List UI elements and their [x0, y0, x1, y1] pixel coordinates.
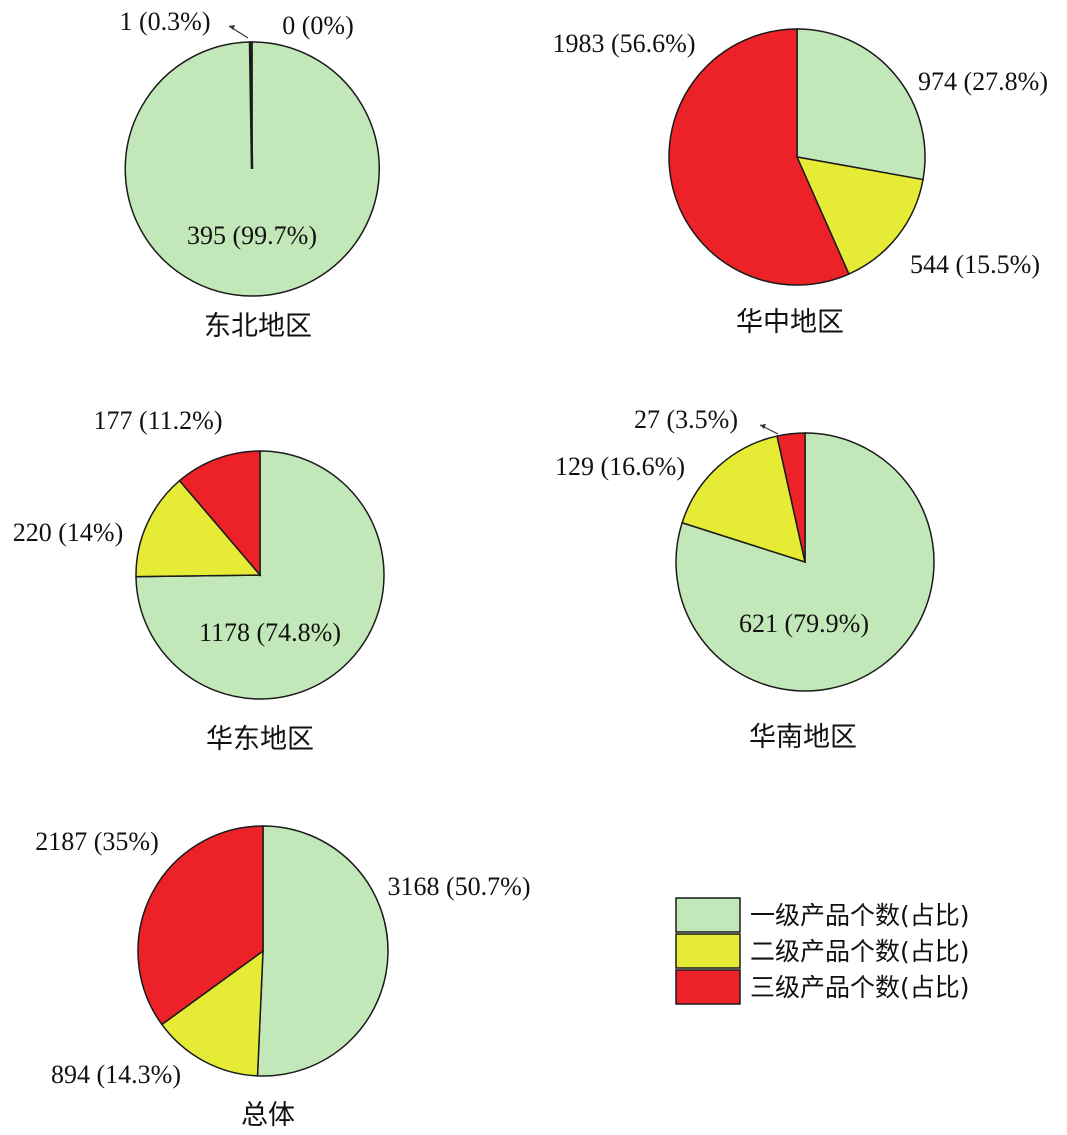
pie-chart-3: 1178 (74.8%) 220 (14%) 177 (11.2%) 华东地区 — [13, 406, 385, 755]
slice-label-level2: 544 (15.5%) — [910, 250, 1040, 279]
pie-slice-level3 — [776, 432, 806, 563]
pie-slice-level1 — [256, 825, 389, 1077]
pie-chart-5: 3168 (50.7%) 894 (14.3%) 2187 (35%) 总体 — [35, 825, 531, 1131]
slice-label-level3: 177 (11.2%) — [93, 406, 222, 435]
legend-swatch-level2 — [675, 933, 741, 969]
legend-swatch-level3 — [675, 969, 741, 1005]
pie-slice-level3 — [668, 28, 850, 286]
pie-slice-level1 — [796, 28, 926, 181]
legend-label-level1: 一级产品个数(占比) — [750, 901, 970, 930]
slice-label-level1: 395 (99.7%) — [187, 221, 317, 250]
pie-chart-4: 621 (79.9%) 129 (16.6%) 27 (3.5%) 华南地区 — [555, 405, 935, 753]
slice-label-level2: 894 (14.3%) — [51, 1060, 181, 1089]
pie-slice-level2 — [795, 156, 924, 276]
pie-title: 总体 — [241, 1100, 295, 1131]
leader-arrowhead — [760, 424, 766, 429]
pie-slice-level2 — [681, 435, 807, 564]
pie-slice-level3 — [178, 450, 261, 578]
slice-label-level1: 621 (79.9%) — [739, 609, 869, 638]
slice-label-level2: 220 (14%) — [13, 518, 123, 547]
thin-slice-edge — [248, 41, 254, 170]
pie-slice-level2 — [160, 949, 264, 1077]
slice-label-level3: 1983 (56.6%) — [553, 29, 696, 58]
pie-slice-level2 — [135, 479, 262, 578]
legend-label-level3: 三级产品个数(占比) — [750, 973, 970, 1002]
leader-arrowhead — [229, 25, 235, 30]
slice-label-level3: 1 (0.3%) — [120, 7, 211, 36]
slice-label-level3: 27 (3.5%) — [634, 405, 738, 434]
pie-chart-1: 395 (99.7%) 0 (0%) 1 (0.3%) 东北地区 — [120, 7, 380, 342]
legend-swatch-level1 — [675, 897, 741, 933]
charts-group: 395 (99.7%) 0 (0%) 1 (0.3%) 东北地区 974 (27.8%)… — [13, 7, 1048, 1131]
slice-label-level1: 1178 (74.8%) — [199, 618, 341, 647]
pie-title: 华东地区 — [206, 724, 314, 755]
pie-chart-2: 974 (27.8%) 544 (15.5%) 1983 (56.6%) 华中地区 — [553, 28, 1048, 338]
slice-label-level1: 974 (27.8%) — [918, 67, 1048, 96]
slice-label-level3: 2187 (35%) — [35, 827, 158, 856]
legend: 一级产品个数(占比) 二级产品个数(占比) 三级产品个数(占比) — [675, 897, 970, 1005]
slice-label-level2: 0 (0%) — [282, 11, 353, 40]
slice-label-level1: 3168 (50.7%) — [388, 872, 531, 901]
slice-label-level2: 129 (16.6%) — [555, 452, 685, 481]
legend-label-level2: 二级产品个数(占比) — [750, 937, 970, 966]
pie-slice-level3 — [137, 825, 264, 1026]
pie-title: 东北地区 — [204, 311, 312, 342]
pie-title: 华中地区 — [736, 307, 844, 338]
pie-title: 华南地区 — [749, 722, 857, 753]
